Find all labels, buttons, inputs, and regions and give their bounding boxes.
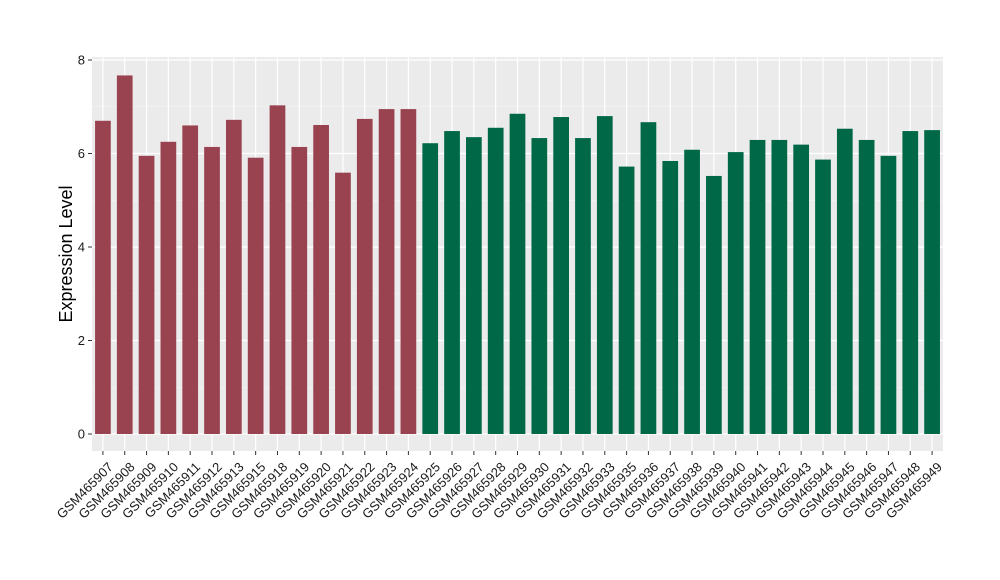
bar-GSM465924 [400,109,417,435]
bar-GSM465915 [247,157,264,434]
y-axis: 0 2 4 6 8 [78,53,92,442]
bar-GSM465923 [378,109,395,435]
y-tick-label: 6 [78,146,85,161]
bar-GSM465937 [662,160,679,435]
bar-GSM465925 [422,143,439,434]
bar-GSM465909 [138,155,155,434]
x-axis: GSM465907GSM465908GSM465909GSM465910GSM4… [54,451,945,522]
bar-GSM465927 [466,137,482,434]
bar-GSM465936 [640,122,657,435]
bar-GSM465932 [575,138,591,434]
bar-GSM465941 [749,139,766,434]
bar-GSM465908 [116,75,133,435]
bar-GSM465930 [531,138,548,434]
bar-GSM465921 [335,172,351,435]
bar-GSM465943 [793,144,810,434]
bar-GSM465922 [356,118,373,434]
bar-GSM465910 [160,141,177,434]
y-tick-label: 8 [78,53,85,68]
bar-GSM465926 [444,131,460,434]
bar-GSM465911 [182,125,199,434]
bar-GSM465938 [684,149,700,434]
bar-GSM465948 [902,131,919,434]
y-tick-label: 0 [78,427,85,442]
bar-GSM465935 [618,166,635,434]
bar-GSM465933 [596,116,613,434]
bar-GSM465929 [509,113,526,434]
bar-GSM465918 [269,105,286,434]
y-axis-title: Expression Level [56,185,76,322]
bar-GSM465949 [924,130,940,434]
bar-GSM465944 [815,159,831,434]
bars [95,75,940,435]
bar-GSM465920 [313,124,329,435]
bar-GSM465931 [553,117,569,434]
bar-GSM465946 [858,139,875,434]
y-tick-label: 4 [78,240,85,255]
y-tick-label: 2 [78,333,85,348]
bar-GSM465919 [291,146,308,434]
bar-GSM465928 [487,127,504,434]
bar-GSM465940 [727,152,744,434]
bar-GSM465907 [95,120,111,435]
bar-GSM465945 [836,128,853,434]
bar-GSM465939 [706,175,722,434]
bar-GSM465947 [880,155,897,434]
bar-GSM465942 [771,139,788,434]
bar-GSM465912 [204,146,220,434]
bar-GSM465913 [225,119,242,434]
